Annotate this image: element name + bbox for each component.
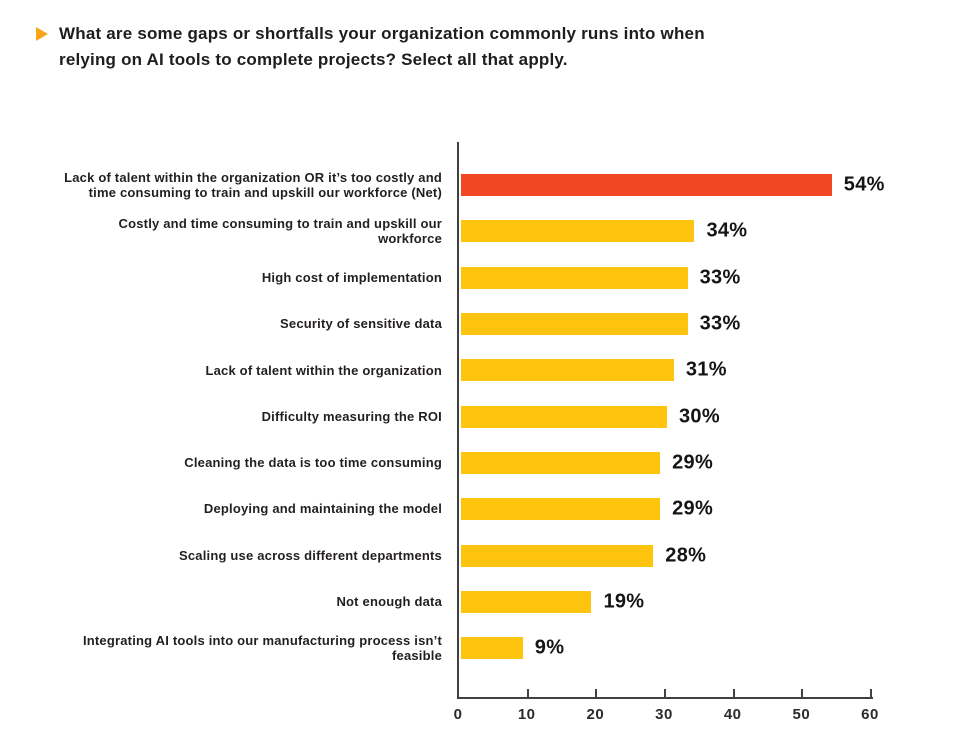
bar-track: 29% [458, 440, 870, 486]
bar-value-label: 31% [685, 358, 727, 381]
bar-value-label: 9% [534, 636, 565, 659]
bar [461, 266, 688, 289]
chart-row: Scaling use across different departments… [60, 532, 870, 578]
bar-value-label: 29% [672, 451, 714, 474]
bar [461, 590, 592, 613]
x-axis-tick [526, 689, 529, 697]
category-label: Difficulty measuring the ROI [261, 408, 442, 424]
bar-track: 9% [458, 625, 870, 671]
bar-track: 29% [458, 486, 870, 532]
chart-row: Cleaning the data is too time consuming 2… [60, 440, 870, 486]
bar-value-label: 54% [843, 173, 885, 196]
bar-chart: Lack of talent within the organization O… [60, 140, 960, 725]
x-axis-tick [732, 689, 735, 697]
x-axis-tick-label: 50 [792, 706, 811, 723]
bar [461, 405, 667, 428]
survey-question: What are some gaps or shortfalls your or… [36, 21, 916, 73]
bar [461, 313, 688, 336]
x-axis-tick-label: 30 [655, 706, 673, 723]
x-axis-tick [595, 689, 598, 697]
chart-row: Difficulty measuring the ROI 30% [60, 393, 870, 439]
category-label: Scaling use across different departments [178, 547, 442, 563]
bar [461, 451, 661, 474]
y-axis-line [457, 142, 459, 699]
bar-value-label: 19% [603, 590, 645, 613]
chart-rows: Lack of talent within the organization O… [60, 140, 884, 671]
category-label: Lack of talent within the organization [205, 362, 442, 378]
category-label: High cost of implementation [261, 269, 442, 285]
bar-value-label: 30% [679, 405, 720, 428]
bar-value-label: 33% [699, 266, 741, 289]
chart-row: Not enough data 19% [60, 579, 870, 625]
x-axis-tick-label: 0 [453, 706, 463, 723]
x-axis-tick [870, 689, 872, 697]
chart-row: Deploying and maintaining the model 29% [60, 486, 870, 532]
bar-track: 28% [458, 532, 870, 578]
question-line-2: relying on AI tools to complete projects… [59, 50, 568, 69]
x-axis-line [457, 697, 873, 699]
triangle-right-icon [36, 27, 48, 41]
chart-row: Lack of talent within the organization 31… [60, 347, 870, 393]
bar-value-label: 29% [672, 497, 714, 520]
bar-value-label: 28% [665, 544, 707, 567]
bar [461, 174, 832, 197]
bar-value-label: 34% [706, 219, 748, 242]
bar [461, 637, 523, 660]
question-line-1: What are some gaps or shortfalls your or… [59, 24, 705, 43]
category-label: Deploying and maintaining the model [203, 501, 442, 517]
bar [461, 359, 674, 382]
category-label: Lack of talent within the organization O… [64, 169, 442, 201]
bar [461, 220, 695, 243]
x-axis-tick-label: 60 [861, 706, 879, 723]
chart-row: Lack of talent within the organization O… [60, 162, 884, 208]
category-label: Not enough data [336, 594, 442, 610]
bar-value-label: 33% [699, 312, 741, 335]
bar-track: 54% [458, 162, 884, 208]
category-label: Security of sensitive data [280, 316, 442, 332]
bar [461, 498, 661, 521]
x-axis-tick-label: 20 [586, 706, 605, 723]
x-axis-tick [664, 689, 666, 697]
category-label: Costly and time consuming to train and u… [118, 215, 442, 247]
bar-track: 30% [458, 393, 870, 439]
chart-row: Integrating AI tools into our manufactur… [60, 625, 870, 671]
x-axis-tick-label: 40 [723, 706, 742, 723]
category-label: Cleaning the data is too time consuming [184, 455, 442, 471]
x-axis-tick [801, 689, 804, 697]
bar-track: 31% [458, 347, 870, 393]
x-axis-tick-label: 10 [517, 706, 536, 723]
chart-row: High cost of implementation 33% [60, 255, 870, 301]
bar [461, 544, 654, 567]
question-text: What are some gaps or shortfalls your or… [59, 21, 705, 73]
bar-track: 33% [458, 255, 870, 301]
bar-track: 19% [458, 579, 870, 625]
category-label: Integrating AI tools into our manufactur… [82, 632, 442, 664]
chart-row: Costly and time consuming to train and u… [60, 208, 870, 254]
bar-track: 34% [458, 208, 870, 254]
bar-track: 33% [458, 301, 870, 347]
chart-row: Security of sensitive data 33% [60, 301, 870, 347]
